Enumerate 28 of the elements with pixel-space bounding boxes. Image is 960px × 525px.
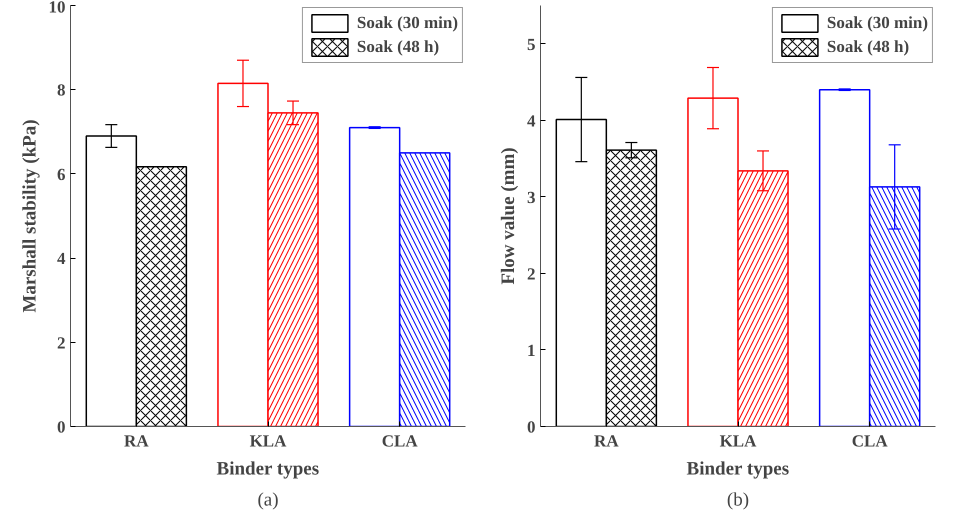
y-tick-label: 4 xyxy=(57,249,66,268)
y-axis-title: Marshall stability (kPa) xyxy=(20,119,40,313)
x-tick-label: CLA xyxy=(382,432,418,450)
legend-label: Soak (48 h) xyxy=(826,37,910,57)
x-axis-title: Binder types xyxy=(686,458,790,480)
x-tick-label: KLA xyxy=(720,432,758,450)
y-tick-label: 3 xyxy=(527,188,536,207)
x-tick-label: CLA xyxy=(852,432,888,450)
legend-label: Soak (30 min) xyxy=(826,13,928,33)
x-tick-label: KLA xyxy=(250,432,288,450)
y-tick-label: 10 xyxy=(48,0,66,16)
x-axis-title: Binder types xyxy=(216,458,320,480)
y-tick-label: 2 xyxy=(527,264,536,284)
y-tick-label: 0 xyxy=(527,418,536,436)
text: (a) xyxy=(257,490,279,510)
y-tick-label: 2 xyxy=(57,333,66,352)
text: (b) xyxy=(726,490,750,510)
x-tick-label: RA xyxy=(124,432,150,450)
y-tick-label: 1 xyxy=(527,340,536,360)
legend-label: Soak (48 h) xyxy=(356,37,440,57)
legend-label: Soak (30 min) xyxy=(356,13,458,33)
y-tick-label: 6 xyxy=(57,164,66,184)
y-tick-label: 4 xyxy=(527,111,536,130)
y-tick-label: 0 xyxy=(57,418,66,436)
x-tick-label: RA xyxy=(594,432,620,450)
y-axis-title: Flow value (mm) xyxy=(498,147,519,285)
y-tick-label: 5 xyxy=(527,34,536,54)
y-tick-label: 8 xyxy=(57,80,66,100)
